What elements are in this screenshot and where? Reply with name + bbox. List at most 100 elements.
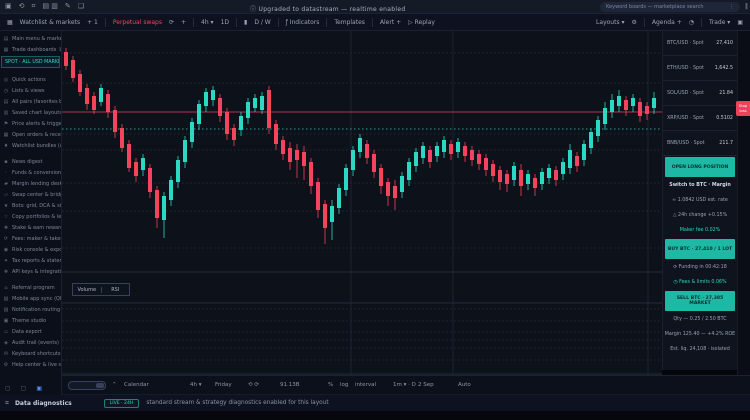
interval-1d-button[interactable]: 1D [220,18,230,26]
sidebar-item[interactable]: ❖API keys & integrations hub [0,266,61,277]
sidebar-item[interactable]: ▪ News digest [0,156,61,167]
sidebar-item[interactable]: ✉Keyboard shortcuts & macros map [0,348,61,359]
sidebar-item[interactable]: ♦Watchlist bundles (auto sort) [0,140,61,151]
symbol-label[interactable]: Perpetual swaps [112,18,162,26]
gear-icon[interactable]: ⚙ [631,18,637,26]
stop-loss-badge[interactable]: Stop loss [736,101,750,116]
sidebar-item[interactable]: ◷ Lists & views [0,85,61,96]
copy-icon[interactable]: ❏ [77,2,85,10]
log-button[interactable]: log [340,382,349,388]
toolbar-separator [643,17,645,27]
day-label[interactable]: Friday [215,382,232,388]
sidebar-item[interactable]: ✚ Stake & earn rewards [0,222,61,233]
sidebar-item-trailing-icon[interactable]: ⧉ [59,47,61,53]
date-label[interactable]: 2 Sep [418,382,434,388]
sidebar-item[interactable]: ◦ Funds & conversions [0,167,61,178]
chart-area[interactable]: Volume RSI [62,31,662,375]
sidebar-item[interactable]: ▥Saved chart layouts (synced) [0,107,61,118]
layouts-button[interactable]: Layouts ▾ [596,18,625,26]
watch-row[interactable]: BNB/USD · Spot 211.7 [663,131,737,156]
watch-row[interactable]: BTC/USD · Spot 27,410 [663,31,737,56]
watch-row[interactable]: ETH/USD · Spot 1,642.5 [663,56,737,81]
chart-scrollbar[interactable] [68,381,106,390]
sidebar-item[interactable]: ▰Margin lending desk (rates)⚙ [0,178,61,189]
undo-icon[interactable]: ⟲ [18,2,25,10]
sidebar-item[interactable]: ⟳Fees: maker & taker schedule (v2) [0,233,61,244]
sidebar-item[interactable]: ◉Risk console & exposure [0,244,61,255]
rsi-legend-toggle[interactable]: RSI [100,286,130,293]
sidebar-item[interactable]: ▫ Data export [0,326,61,337]
interval-4h-button[interactable]: 4h ▾ [201,18,214,26]
toolbar-separator [371,17,373,27]
sell-button[interactable]: SELL BTC · 27,385 MARKET [665,291,735,311]
volume-legend-toggle[interactable]: Volume [77,286,97,293]
watch-row[interactable]: XRP/USD · Spot 0.5102 [663,106,737,131]
alert-button[interactable]: Alert + [379,18,402,26]
chart-type-button[interactable]: D / W [254,18,271,26]
grid-icon[interactable]: ▦ [7,18,13,26]
layout-icon[interactable]: ▤ ▥ [42,2,58,10]
diagnostics-icon: ⌗ [5,398,9,407]
sidebar-item[interactable]: ▨Notification routing preferences [0,304,61,315]
open-long-button[interactable]: OPEN LONG POSITION [665,157,735,177]
indicators-button[interactable]: ƒ Indicators [285,18,320,26]
sidebar-item-label: Help center & live support chat [12,361,61,368]
sidebar-item[interactable]: ⚑Price alerts & trigger rules [0,118,61,129]
sidebar-item[interactable]: ★Bots: grid, DCA & signal automations [0,200,61,211]
sidebar-item[interactable]: ▧Mobile app sync (QR pairing + keys) [0,293,61,304]
panel-scroll-strip[interactable] [737,31,750,395]
sidebar-item[interactable]: ▱ Swap center & bridges [0,189,61,200]
kebab-icon[interactable]: ⋮ [729,4,734,10]
sidebar-item-icon: ♦ [3,142,9,149]
window-handle-icon[interactable]: ‖ [745,3,748,10]
sidebar-item[interactable]: ◈ Audit trail (events) [0,337,61,348]
sidebar-item-label: Risk console & exposure [12,246,61,253]
scrollbar-knob[interactable] [96,383,104,388]
plus-icon[interactable]: + [181,18,187,26]
sidebar-item[interactable]: ▣ Theme studio [0,315,61,326]
search-input[interactable]: Keyword boards — marketplace search ⋮ [600,2,740,12]
interval-label[interactable]: interval [355,382,376,388]
trade-button[interactable]: Trade ▾ [708,18,731,26]
percent-button[interactable]: % [328,382,334,388]
sidebar-footer-icon[interactable]: ▢ [5,385,11,392]
interval-select[interactable]: 4h ▾ [190,382,202,388]
sidebar-item[interactable]: ▤All pairs (favorites board)⚙ [0,96,61,107]
replay-button[interactable]: ▷ Replay [408,18,435,26]
sidebar-item[interactable]: ▦Trade dashboards⧉ [0,44,61,55]
add-symbol-button[interactable]: + 1 [87,18,98,26]
sidebar-item[interactable]: ☆Copy portfolios & leaderboards [0,211,61,222]
status-detail: standard stream & strategy diagnostics e… [146,400,329,406]
sidebar-item-icon: ▤ [3,98,9,105]
agenda-button[interactable]: Agenda + [651,18,682,26]
candles-icon[interactable]: ▮ [244,18,248,26]
scroll-icons[interactable]: ⟲ ⟳ [248,382,259,388]
watchlist-button[interactable]: Watchlist & markets [19,18,81,26]
refresh-icon[interactable]: ⟳ [168,18,174,26]
sidebar-footer-icon[interactable]: ▢ [20,385,27,392]
lock-icon[interactable]: ▣ [5,2,12,10]
sidebar-item[interactable]: ▦Open orders & recent fills [0,129,61,140]
sidebar-item[interactable]: ⚙Help center & live support chat [0,359,61,370]
panel-icon[interactable]: ▣ [737,18,743,26]
minute-select[interactable]: 1m ▾ · D [393,382,416,388]
templates-button[interactable]: Templates [334,18,365,26]
bell-icon[interactable]: ◔ [688,18,694,26]
sidebar-item[interactable]: ⌂ Referral program [0,282,61,293]
sidebar-item-label: Data export [12,328,42,335]
calendar-button[interactable]: Calendar [124,382,149,388]
grid-icon[interactable]: ⌗ [31,2,36,10]
sidebar-item-label: Funds & conversions [12,169,61,176]
sidebar-footer-icon[interactable]: ▣ [36,385,43,392]
watch-row[interactable]: SOL/USD · Spot 21.84 [663,81,737,106]
buy-button[interactable]: BUY BTC · 27,410 / 1 LOT [665,239,735,259]
candlestick-chart[interactable] [62,31,662,375]
sidebar-item[interactable]: ▤Main menu & markets [0,33,61,44]
collapse-chevron[interactable]: ⌃ [112,382,117,388]
pencil-icon[interactable]: ✎ [64,2,71,10]
volume-label[interactable]: 91.13B [280,382,300,388]
sidebar-item[interactable]: ◎ Quick actions [0,74,61,85]
sidebar-item[interactable]: ✦Tax reports & statements (beta) [0,255,61,266]
auto-button[interactable]: Auto [458,382,471,388]
sidebar-item-active[interactable]: SPOT · ALL USD MARKETS · LIST ▾ [1,56,60,68]
